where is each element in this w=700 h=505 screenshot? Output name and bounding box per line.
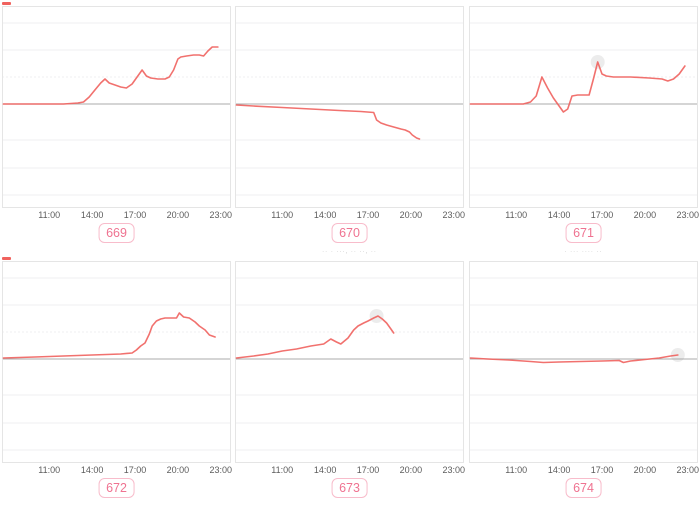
x-tick-label: 23:00 — [209, 465, 233, 475]
chart-id-badge[interactable]: 672 — [98, 478, 135, 498]
line-chart-674[interactable] — [469, 261, 698, 463]
x-tick-label: 20:00 — [399, 210, 423, 220]
x-tick-label: 23:00 — [676, 210, 700, 220]
x-tick-label: 11:00 — [38, 210, 61, 220]
x-tick-label: 11:00 — [271, 210, 294, 220]
x-tick-label: 14:00 — [313, 210, 337, 220]
x-tick-label: 20:00 — [633, 465, 657, 475]
x-tick-label: 20:00 — [633, 210, 657, 220]
chart-card-671: · ··· · ··· 671 11:00 14:00 17:00 20:00 23:0… — [467, 0, 700, 250]
chart-id-badge[interactable]: 674 — [565, 478, 602, 498]
line-chart-673[interactable] — [235, 261, 464, 463]
x-tick-label: 11:00 — [271, 465, 294, 475]
line-chart-671[interactable] — [469, 6, 698, 208]
chart-id-badge[interactable]: 670 — [331, 223, 368, 243]
red-dash-mark — [2, 257, 11, 260]
x-tick-label: 11:00 — [505, 210, 528, 220]
line-chart-669[interactable] — [2, 6, 231, 208]
line-chart-670[interactable] — [235, 6, 464, 208]
x-tick-label: 14:00 — [80, 465, 104, 475]
x-tick-label: 11:00 — [38, 465, 61, 475]
x-tick-label: 23:00 — [676, 465, 700, 475]
truncated-caption: ·· · ···, ·· ··, ·· — [322, 249, 377, 255]
x-tick-label: 17:00 — [356, 210, 380, 220]
x-tick-label: 23:00 — [442, 210, 466, 220]
x-tick-label: 14:00 — [547, 210, 571, 220]
x-tick-label: 14:00 — [547, 465, 571, 475]
chart-id-badge[interactable]: 673 — [331, 478, 368, 498]
truncated-caption: · ··· · ··· — [333, 0, 366, 3]
x-tick-label: 20:00 — [166, 210, 190, 220]
x-tick-label: 14:00 — [80, 210, 104, 220]
x-tick-label: 20:00 — [166, 465, 190, 475]
chart-id-badge[interactable]: 669 — [98, 223, 135, 243]
chart-card-673: ·· · ···, ·· ··, ·· 673 11:00 14:00 17:00 2… — [233, 249, 466, 505]
truncated-caption: · ··· ···· ·· — [564, 249, 603, 255]
chart-card-669: 669 11:00 14:00 17:00 20:00 23:00 — [0, 0, 233, 250]
chart-card-672: 672 11:00 14:00 17:00 20:00 23:00 — [0, 255, 233, 505]
x-tick-label: 11:00 — [505, 465, 528, 475]
chart-card-670: · ··· · ··· 670 11:00 14:00 17:00 20:00 23:0… — [233, 0, 466, 250]
chart-id-badge[interactable]: 671 — [565, 223, 602, 243]
truncated-caption: · ··· · ··· — [567, 0, 600, 3]
x-tick-label: 14:00 — [313, 465, 337, 475]
x-tick-label: 20:00 — [399, 465, 423, 475]
x-tick-label: 17:00 — [356, 465, 380, 475]
x-tick-label: 23:00 — [442, 465, 466, 475]
x-tick-label: 17:00 — [590, 465, 614, 475]
x-tick-label: 17:00 — [123, 210, 147, 220]
x-tick-label: 23:00 — [209, 210, 233, 220]
red-dash-mark — [2, 2, 11, 5]
chart-card-674: · ··· ···· ·· 674 11:00 14:00 17:00 20:00 23… — [467, 249, 700, 505]
line-chart-672[interactable] — [2, 261, 231, 463]
x-tick-label: 17:00 — [123, 465, 147, 475]
x-tick-label: 17:00 — [590, 210, 614, 220]
